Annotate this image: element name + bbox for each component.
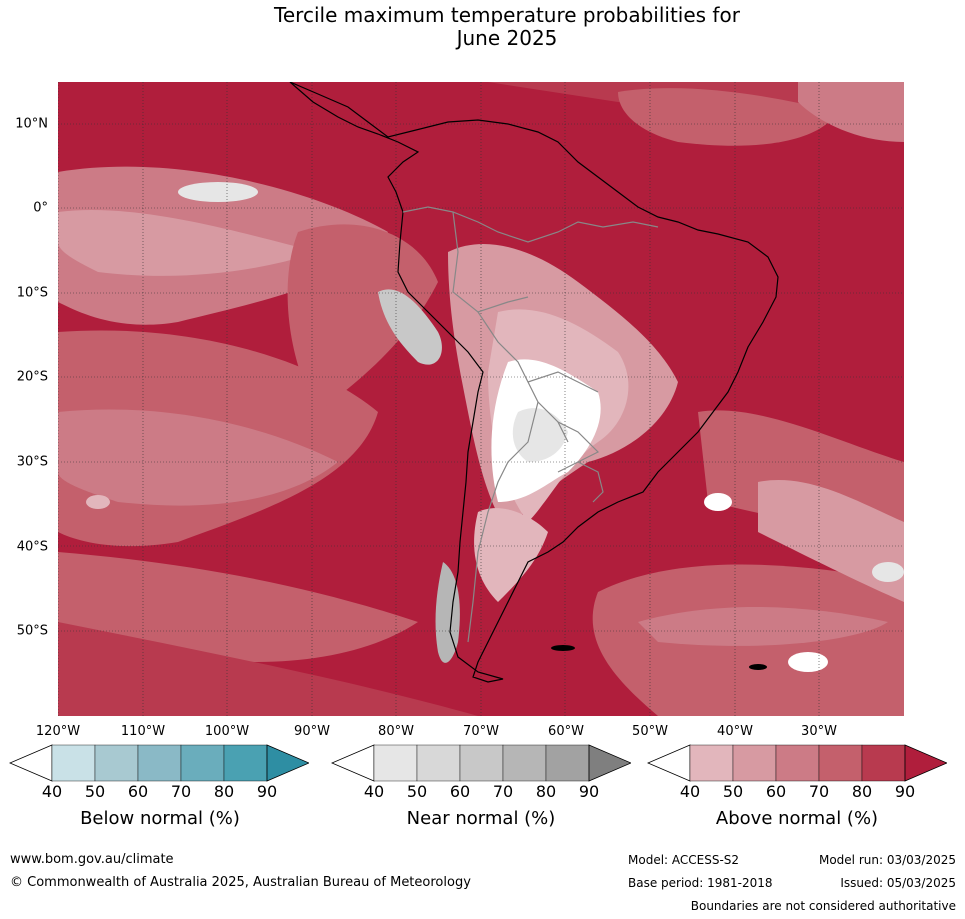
region-band [287, 224, 438, 412]
footer-issued: Issued: 05/03/2025 [840, 876, 956, 890]
lat-label-20s: 20°S [16, 369, 48, 385]
colorbar-below-swatches [9, 744, 309, 782]
colorbar-extend-high [904, 744, 947, 782]
region-near [178, 182, 258, 202]
region-band [58, 409, 338, 506]
tick-near-50: 50 [406, 782, 428, 801]
tick-below-80: 80 [213, 782, 235, 801]
region-band [758, 480, 904, 602]
region-band [638, 607, 888, 646]
region-interior [474, 508, 548, 602]
footer-disclaimer: Boundaries are not considered authoritat… [690, 899, 956, 913]
lon-label-70w: 70°W [463, 724, 499, 739]
region-near [435, 562, 460, 663]
colorbar-swatch [223, 744, 268, 782]
colorbar-swatch [818, 744, 863, 782]
colorbar-swatch [502, 744, 547, 782]
colorbar-near-swatches [331, 744, 631, 782]
colorbar-swatch [180, 744, 225, 782]
colorbar-swatch [732, 744, 777, 782]
colorbar-swatch [689, 744, 734, 782]
colorbar-extend-low [9, 744, 53, 782]
region-band [798, 82, 904, 142]
colorbar-near-normal [331, 744, 631, 782]
colorbar-swatch [416, 744, 461, 782]
colorbar-swatch [137, 744, 182, 782]
footer-url: www.bom.gov.au/climate [10, 852, 174, 867]
footer-copyright: © Commonwealth of Australia 2025, Austra… [10, 875, 471, 890]
colorbar-title-below: Below normal (%) [80, 808, 240, 829]
colorbar-swatch [459, 744, 504, 782]
title-line-1: Tercile maximum temperature probabilitie… [274, 3, 740, 27]
graticule [58, 82, 904, 716]
region-near [378, 289, 442, 365]
footer-base-period: Base period: 1981-2018 [628, 876, 773, 890]
region-near [512, 408, 568, 462]
tick-above-70: 70 [808, 782, 830, 801]
country-borders [402, 206, 659, 643]
south-america-coastline [289, 82, 779, 683]
region-band [58, 210, 318, 276]
tick-below-90: 90 [256, 782, 278, 801]
colorbar-swatch [775, 744, 820, 782]
lat-label-10s: 10°S [16, 285, 48, 301]
tick-near-60: 60 [449, 782, 471, 801]
colorbar-title-near: Near normal (%) [406, 808, 556, 829]
lon-label-100w: 100°W [204, 724, 250, 739]
footer-model-run: Model run: 03/03/2025 [818, 853, 956, 867]
tick-near-70: 70 [492, 782, 514, 801]
colorbar-above-swatches [647, 744, 947, 782]
region-near [872, 562, 904, 582]
tick-near-80: 80 [535, 782, 557, 801]
region-band [58, 622, 478, 716]
lat-label-10n: 10°N [15, 116, 48, 132]
tick-above-80: 80 [851, 782, 873, 801]
colorbar-swatch [545, 744, 590, 782]
colorbar-swatch [51, 744, 96, 782]
lat-label-0: 0° [33, 200, 48, 216]
lon-label-120w: 120°W [35, 724, 81, 739]
region-white [704, 493, 732, 511]
lon-label-30w: 30°W [801, 724, 837, 739]
tick-above-60: 60 [765, 782, 787, 801]
region-band [58, 552, 418, 662]
lon-label-40w: 40°W [717, 724, 753, 739]
island-outlines [551, 645, 767, 670]
tick-near-90: 90 [578, 782, 600, 801]
footer-model: Model: ACCESS-S2 [628, 853, 740, 867]
tick-below-50: 50 [84, 782, 106, 801]
region-white [788, 652, 828, 672]
region-band [618, 88, 838, 146]
lat-label-40s: 40°S [16, 539, 48, 555]
map-title: Tercile maximum temperature probabilitie… [0, 4, 965, 50]
lon-label-60w: 60°W [548, 724, 584, 739]
tick-below-70: 70 [170, 782, 192, 801]
colorbar-swatch [861, 744, 906, 782]
tick-above-50: 50 [722, 782, 744, 801]
lat-label-30s: 30°S [16, 454, 48, 470]
tick-below-60: 60 [127, 782, 149, 801]
probability-map [58, 82, 904, 716]
colorbar-extend-high [588, 744, 631, 782]
tick-below-40: 40 [41, 782, 63, 801]
colorbar-below-normal [9, 744, 309, 782]
tick-above-90: 90 [894, 782, 916, 801]
lat-label-50s: 50°S [16, 623, 48, 639]
colorbar-title-above: Above normal (%) [715, 808, 879, 829]
colorbar-swatch [94, 744, 139, 782]
title-line-2: June 2025 [456, 26, 558, 50]
tick-above-40: 40 [679, 782, 701, 801]
colorbar-extend-low [331, 744, 375, 782]
lon-label-80w: 80°W [378, 724, 414, 739]
colorbar-above-normal [647, 744, 947, 782]
lon-label-90w: 90°W [294, 724, 330, 739]
colorbar-extend-high [266, 744, 309, 782]
colorbar-extend-low [647, 744, 691, 782]
tick-near-40: 40 [363, 782, 385, 801]
colorbar-swatch [373, 744, 418, 782]
region-white [86, 495, 110, 509]
lon-label-110w: 110°W [120, 724, 166, 739]
lon-label-50w: 50°W [632, 724, 668, 739]
map-canvas [58, 82, 904, 716]
